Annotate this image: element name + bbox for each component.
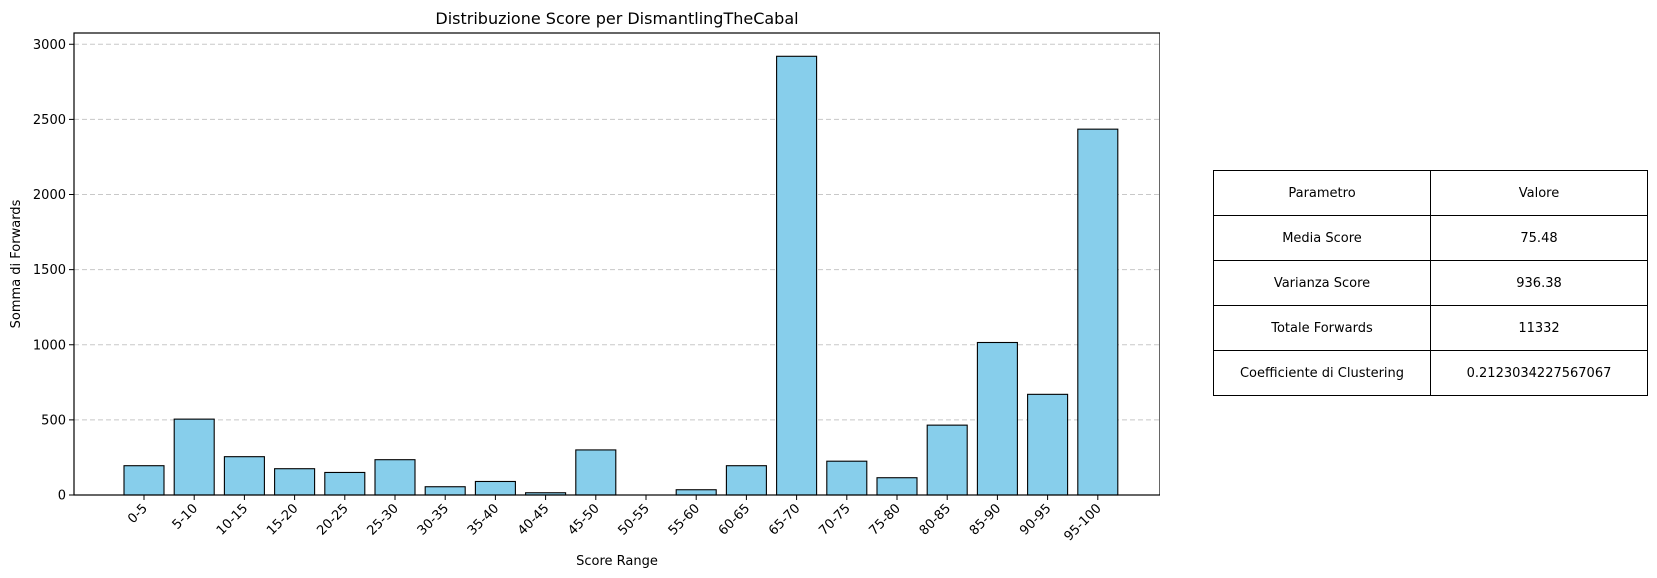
x-axis-label: Score Range: [576, 554, 658, 569]
bar-75-80: [876, 477, 918, 496]
table-row: Coefficiente di Clustering 0.21230342275…: [1213, 350, 1648, 396]
x-tick-label: 5-10: [170, 501, 201, 532]
bar-90-95: [1027, 393, 1069, 496]
x-tick-label: 90-95: [1017, 501, 1054, 538]
table-cell-value: 11332: [1430, 305, 1648, 351]
y-ticks: 0 500 1000 1500 2000 2500 3000: [33, 38, 74, 504]
x-ticks: 0-5 5-10 10-15 15-20 20-25 25-30 30-35 35-40 40-…: [125, 495, 1105, 544]
bar-10-15: [223, 456, 265, 496]
x-tick-label: 30-35: [415, 501, 452, 538]
x-tick-label: 55-60: [666, 501, 703, 538]
table-row: Totale Forwards 11332: [1213, 305, 1648, 351]
table-cell-param: Coefficiente di Clustering: [1213, 350, 1431, 396]
stats-table: Parametro Valore Media Score 75.48 Varia…: [1213, 170, 1648, 396]
bar-30-35: [424, 486, 466, 496]
bar-85-90: [976, 341, 1018, 496]
bar-chart: Distribuzione Score per DismantlingTheCa…: [9, 9, 1160, 569]
table-cell-param: Totale Forwards: [1213, 305, 1431, 351]
bar-25-30: [374, 459, 416, 496]
table-cell-param: Media Score: [1213, 215, 1431, 261]
x-tick-label: 50-55: [616, 501, 653, 538]
bars: [123, 55, 1119, 496]
bar-60-65: [725, 465, 767, 496]
y-tick-label: 1500: [33, 263, 66, 278]
header-cell-parametro: Parametro: [1213, 170, 1431, 216]
x-tick-label: 40-45: [515, 501, 552, 538]
x-tick-label: 80-85: [917, 501, 954, 538]
plot-frame: [73, 32, 1160, 496]
bar-65-70: [776, 55, 818, 496]
bar-15-20: [274, 468, 316, 496]
x-tick-label: 95-100: [1061, 501, 1104, 544]
bar-55-60: [675, 489, 717, 496]
y-tick-label: 3000: [33, 38, 66, 53]
x-tick-label: 70-75: [816, 501, 853, 538]
x-tick-label: 60-65: [716, 501, 753, 538]
bar-45-50: [575, 449, 617, 496]
y-tick-label: 1000: [33, 338, 66, 353]
x-tick-label: 25-30: [365, 501, 402, 538]
table-row: Varianza Score 936.38: [1213, 260, 1648, 306]
x-tick-label: 20-25: [314, 501, 351, 538]
x-tick-label: 75-80: [867, 501, 904, 538]
x-tick-label: 0-5: [125, 501, 151, 527]
table-row: Media Score 75.48: [1213, 215, 1648, 261]
table-cell-value: 936.38: [1430, 260, 1648, 306]
x-tick-label: 65-70: [766, 501, 803, 538]
y-axis-label: Somma di Forwards: [9, 199, 24, 328]
y-tick-label: 500: [41, 413, 66, 428]
y-tick-label: 0: [58, 489, 66, 504]
bar-35-40: [474, 480, 516, 496]
y-tick-label: 2500: [33, 113, 66, 128]
x-tick-label: 15-20: [264, 501, 301, 538]
y-tick-label: 2000: [33, 188, 66, 203]
bar-80-85: [926, 424, 968, 496]
bar-5-10: [173, 418, 215, 496]
header-cell-valore: Valore: [1430, 170, 1648, 216]
bar-0-5: [123, 465, 165, 496]
x-tick-label: 35-40: [465, 501, 502, 538]
bar-70-75: [826, 460, 868, 496]
table-cell-value: 75.48: [1430, 215, 1648, 261]
table-header-row: Parametro Valore: [1213, 170, 1648, 216]
bar-95-100: [1077, 128, 1119, 496]
x-tick-label: 85-90: [967, 501, 1004, 538]
chart-title: Distribuzione Score per DismantlingTheCa…: [435, 9, 798, 28]
x-tick-label: 10-15: [214, 501, 251, 538]
table-cell-value: 0.2123034227567067: [1430, 350, 1648, 396]
x-tick-label: 45-50: [565, 501, 602, 538]
bar-20-25: [324, 471, 366, 496]
table-cell-param: Varianza Score: [1213, 260, 1431, 306]
